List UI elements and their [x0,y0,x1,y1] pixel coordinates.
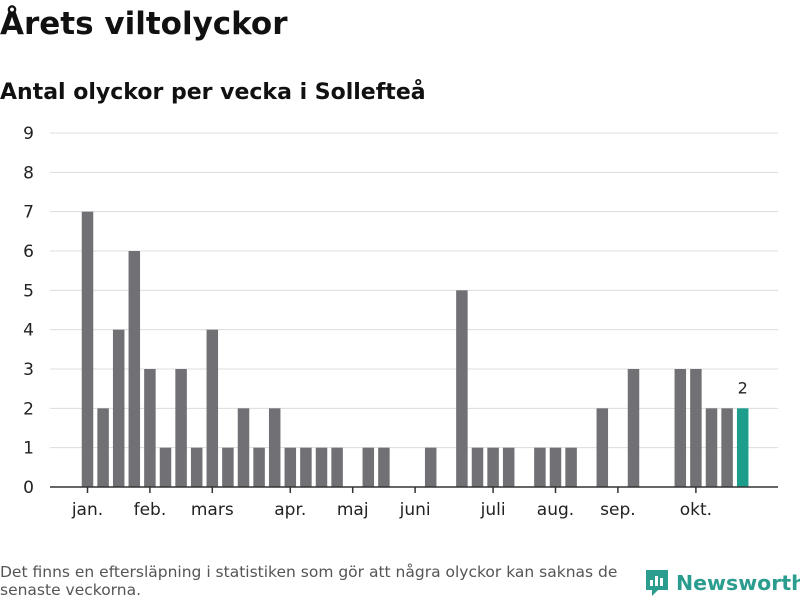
y-tick-label: 7 [23,203,34,223]
bar [690,369,702,487]
bar [627,369,640,487]
bar [596,408,609,487]
y-tick-label: 1 [23,439,34,459]
y-tick-label: 5 [23,281,34,301]
bar [159,447,172,487]
bar [190,447,203,487]
y-tick-label: 4 [23,321,34,341]
x-tick-label: jan. [71,500,103,520]
bar [456,290,468,487]
highlight-data-label: 2 [738,378,748,397]
bar [175,369,187,487]
bar [315,447,328,487]
x-tick-label: mars [191,500,234,520]
chart-subtitle: Antal olyckor per vecka i Sollefteå [0,80,426,105]
newsworthy-logo-icon [646,570,668,596]
bar [378,447,390,487]
x-tick-label: okt. [680,500,712,520]
bar-chart: 0 1 2 3 4 5 6 7 8 9 jan. feb. mars apr. maj juni juli au… [23,124,778,520]
x-tick-label: feb. [134,500,167,520]
bar [284,447,297,487]
x-tick-label: sep. [600,500,636,520]
footnote: Det finns en eftersläpning i statistiken… [0,563,618,599]
y-tick-label: 6 [23,242,34,262]
x-tick-label: juni [399,500,431,520]
bar [268,408,281,487]
y-tick-label: 9 [23,124,34,144]
bar [362,447,375,487]
bars [81,211,749,487]
bar [705,408,718,487]
y-axis-ticks: 0 1 2 3 4 5 6 7 8 9 [23,124,34,498]
bar [471,447,484,487]
y-tick-label: 3 [23,360,34,380]
x-axis-ticks: jan. feb. mars apr. maj juni juli aug. sep. okt. [71,487,712,520]
grid-lines [50,132,778,449]
y-tick-label: 0 [23,478,34,498]
bar [112,329,125,487]
y-tick-label: 2 [23,399,34,419]
x-tick-label: apr. [274,500,306,520]
bar [331,447,343,487]
x-tick-label: aug. [537,500,574,520]
bar [253,447,265,487]
bar [534,447,546,487]
brand-logo: Newsworthy [644,568,800,598]
bar-highlight [736,408,749,487]
chart-title: Årets viltolyckor [0,6,288,42]
brand-name: Newsworthy [676,571,800,595]
x-tick-label: maj [337,500,369,520]
x-tick-label: juli [480,500,506,520]
bar [487,447,499,487]
bar [97,408,109,487]
bar [502,447,515,487]
bar [128,251,141,487]
bar [424,447,437,487]
bar [206,329,219,487]
bar [300,447,312,487]
bar [81,211,94,487]
bar [144,369,156,487]
bar [565,447,577,487]
bar [674,369,687,487]
bar [237,408,250,487]
bar [721,408,733,487]
y-tick-label: 8 [23,163,34,183]
bar [222,447,234,487]
bar [549,447,562,487]
